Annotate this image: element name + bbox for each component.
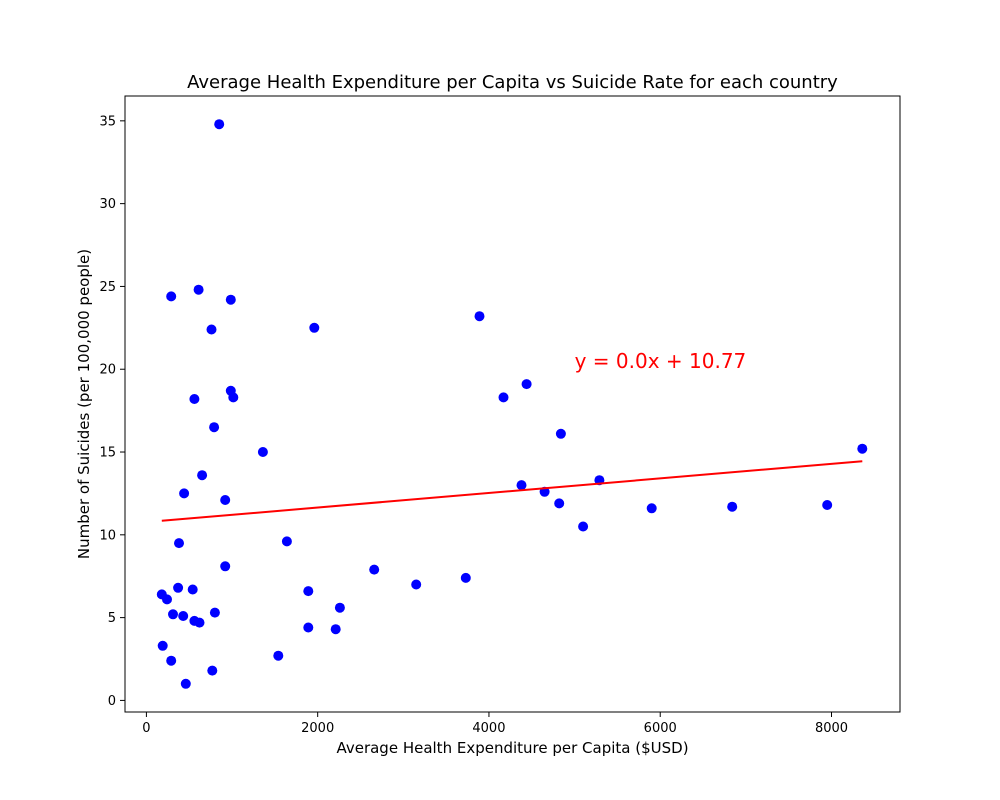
data-point-33	[460, 572, 471, 583]
y-tick-label: 15	[99, 446, 116, 461]
data-point-13	[209, 422, 220, 433]
data-point-10	[189, 394, 200, 404]
data-point-29	[174, 538, 184, 549]
data-point-45	[303, 622, 314, 633]
data-point-6	[309, 322, 320, 333]
data-point-37	[187, 584, 198, 595]
data-point-16	[257, 447, 268, 457]
data-point-23	[554, 498, 565, 509]
y-tick-label: 35	[99, 114, 116, 129]
data-point-31	[369, 564, 380, 575]
data-point-39	[334, 602, 345, 613]
data-points	[156, 119, 868, 689]
x-axis-ticks: 0 2000 4000 6000 8000	[142, 712, 848, 736]
data-point-14	[555, 428, 566, 439]
x-tick-label: 0	[142, 721, 150, 736]
data-point-38	[303, 586, 314, 597]
data-point-27	[822, 500, 833, 510]
data-point-32	[411, 579, 422, 590]
data-point-46	[330, 624, 341, 635]
x-tick-label: 4000	[472, 721, 505, 736]
data-point-48	[273, 650, 284, 661]
x-tick-label: 8000	[815, 721, 848, 736]
data-point-17	[197, 470, 208, 481]
data-point-36	[173, 582, 184, 593]
data-point-30	[220, 561, 231, 572]
regression-line-group	[161, 460, 863, 522]
data-point-20	[220, 495, 231, 505]
data-point-41	[178, 611, 189, 621]
data-point-26	[727, 501, 738, 512]
data-point-9	[228, 392, 239, 403]
y-axis-label: Number of Suicides (per 100,000 people)	[75, 249, 93, 559]
data-point-3	[193, 284, 204, 295]
y-tick-label: 10	[99, 528, 116, 543]
data-point-35	[162, 594, 172, 605]
plot-area-frame	[124, 95, 901, 713]
regression-equation-label: y = 0.0x + 10.77	[575, 349, 747, 373]
y-tick-label: 0	[108, 694, 116, 709]
data-point-40	[168, 609, 178, 620]
data-point-12	[498, 392, 509, 403]
data-point-44	[194, 617, 205, 628]
x-tick-label: 2000	[301, 721, 334, 736]
x-tick-label: 6000	[644, 721, 677, 736]
y-tick-label: 25	[99, 280, 116, 295]
data-point-2	[166, 291, 177, 302]
data-point-4	[225, 294, 236, 305]
data-point-42	[209, 607, 220, 618]
data-point-24	[578, 521, 589, 532]
data-point-7	[474, 311, 485, 322]
y-axis-ticks: 0 5 10 15 20 25 30 35	[99, 114, 125, 709]
x-axis-label: Average Health Expenditure per Capita ($…	[336, 739, 688, 757]
chart-title: Average Health Expenditure per Capita vs…	[187, 72, 838, 93]
data-point-50	[207, 665, 218, 676]
data-point-51	[180, 678, 191, 689]
data-point-15	[857, 443, 868, 454]
y-tick-label: 20	[99, 363, 116, 378]
data-point-1	[214, 119, 225, 130]
y-tick-label: 30	[99, 197, 116, 212]
data-point-49	[166, 655, 177, 666]
regression-line	[161, 460, 863, 522]
data-point-5	[206, 324, 217, 335]
data-point-28	[281, 536, 292, 547]
data-point-47	[157, 640, 168, 651]
data-point-25	[646, 503, 657, 514]
data-point-11	[521, 379, 532, 390]
y-tick-label: 5	[108, 611, 116, 626]
data-point-21	[516, 480, 527, 491]
data-point-19	[179, 488, 190, 499]
